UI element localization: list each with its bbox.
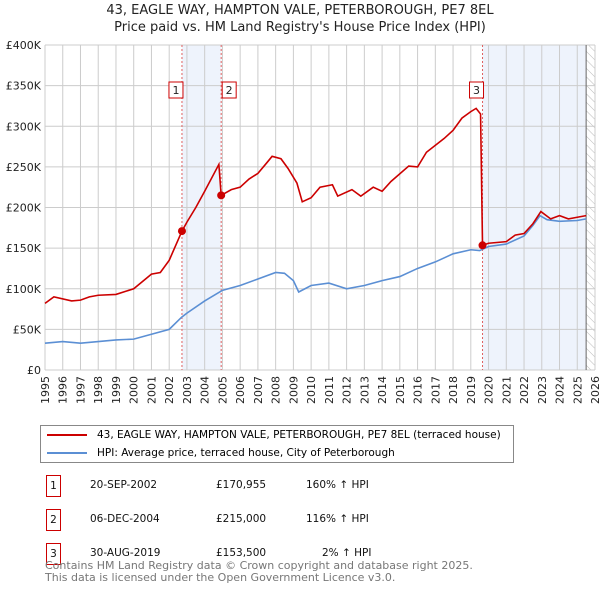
transaction-marker: 3 — [46, 543, 61, 565]
transaction-date: 30-AUG-2019 — [90, 547, 161, 559]
y-tick-label: £200K — [6, 202, 42, 215]
legend-label: HPI: Average price, terraced house, City… — [97, 447, 395, 459]
sale-label-box — [469, 81, 485, 99]
sale-point — [217, 191, 226, 200]
sale-point — [478, 241, 487, 250]
x-tick-label: 2000 — [128, 376, 141, 404]
y-tick-label: £150K — [6, 242, 42, 255]
x-tick-label: 2018 — [447, 376, 460, 404]
transaction-marker: 2 — [46, 509, 61, 531]
legend-item-property: 43, EAGLE WAY, HAMPTON VALE, PETERBOROUG… — [41, 426, 501, 444]
transaction-price: £170,955 — [216, 479, 267, 491]
sale-label: 3 — [473, 84, 480, 97]
footer-copyright: Contains HM Land Registry data © Crown c… — [45, 559, 473, 572]
x-tick-label: 2024 — [554, 376, 567, 404]
legend-swatch-blue — [47, 452, 87, 454]
sale-label-box — [168, 81, 184, 99]
transaction-marker: 1 — [46, 475, 61, 497]
transaction-hpi-change: 116% ↑ HPI — [306, 513, 369, 525]
transaction-price: £153,500 — [216, 547, 267, 559]
x-tick-label: 2022 — [518, 376, 531, 404]
x-tick-label: 2007 — [252, 376, 265, 404]
x-tick-label: 2012 — [341, 376, 354, 404]
y-tick-label: £300K — [6, 120, 42, 133]
footer-licence: This data is licensed under the Open Gov… — [45, 571, 396, 584]
property-price-line — [44, 107, 587, 305]
x-tick-label: 2006 — [234, 376, 247, 404]
x-tick-label: 2015 — [394, 376, 407, 404]
legend-swatch-red — [47, 434, 87, 436]
x-tick-label: 2023 — [536, 376, 549, 404]
transaction-date: 20-SEP-2002 — [90, 479, 158, 491]
sale-label: 2 — [226, 84, 233, 97]
y-tick-label: £0 — [27, 364, 41, 377]
legend-label: 43, EAGLE WAY, HAMPTON VALE, PETERBOROUG… — [97, 429, 501, 441]
x-tick-label: 2005 — [216, 376, 229, 404]
x-tick-label: 2010 — [305, 376, 318, 404]
transaction-date: 06-DEC-2004 — [90, 513, 160, 525]
x-tick-label: 2020 — [483, 376, 496, 404]
price-chart: 1995 1996 1997 1998 1999 2000 2001 2002 2003 2004… — [6, 39, 600, 404]
y-tick-label: £50K — [13, 323, 42, 336]
x-tick-label: 2004 — [199, 376, 212, 404]
transaction-hpi-change: 2% ↑ HPI — [322, 547, 372, 559]
x-tick-label: 2001 — [145, 376, 158, 404]
sale-point — [177, 227, 186, 236]
transaction-hpi-change: 160% ↑ HPI — [306, 479, 369, 491]
x-tick-label: 2017 — [429, 376, 442, 404]
y-tick-label: £250K — [6, 161, 42, 174]
x-tick-label: 2002 — [163, 376, 176, 404]
sale-label-box — [221, 81, 237, 99]
x-tick-label: 2003 — [181, 376, 194, 404]
y-tick-label: £400K — [6, 39, 42, 52]
chart-subtitle: Price paid vs. HM Land Registry's House … — [114, 20, 486, 35]
x-tick-label: 2016 — [412, 376, 425, 404]
x-tick-label: 2013 — [358, 376, 371, 404]
x-tick-label: 1996 — [57, 376, 70, 404]
x-tick-label: 1998 — [92, 376, 105, 404]
y-tick-label: £350K — [6, 80, 42, 93]
x-tick-label: 1995 — [39, 376, 52, 404]
chart-title: 43, EAGLE WAY, HAMPTON VALE, PETERBOROUG… — [106, 3, 494, 18]
x-tick-label: 1999 — [110, 376, 123, 404]
x-tick-label: 2014 — [376, 376, 389, 404]
x-tick-label: 2026 — [589, 376, 600, 404]
legend-item-hpi: HPI: Average price, terraced house, City… — [41, 444, 395, 462]
x-tick-label: 2008 — [270, 376, 283, 404]
transaction-price: £215,000 — [216, 513, 267, 525]
x-tick-label: 2019 — [465, 376, 478, 404]
x-tick-label: 2009 — [287, 376, 300, 404]
y-tick-label: £100K — [6, 283, 42, 296]
x-tick-label: 2025 — [571, 376, 584, 404]
hpi-line — [44, 214, 587, 344]
sale-label: 1 — [172, 84, 179, 97]
x-tick-label: 2021 — [500, 376, 513, 404]
x-tick-label: 1997 — [74, 376, 87, 404]
legend: 43, EAGLE WAY, HAMPTON VALE, PETERBOROUG… — [40, 425, 514, 463]
x-tick-label: 2011 — [323, 376, 336, 404]
